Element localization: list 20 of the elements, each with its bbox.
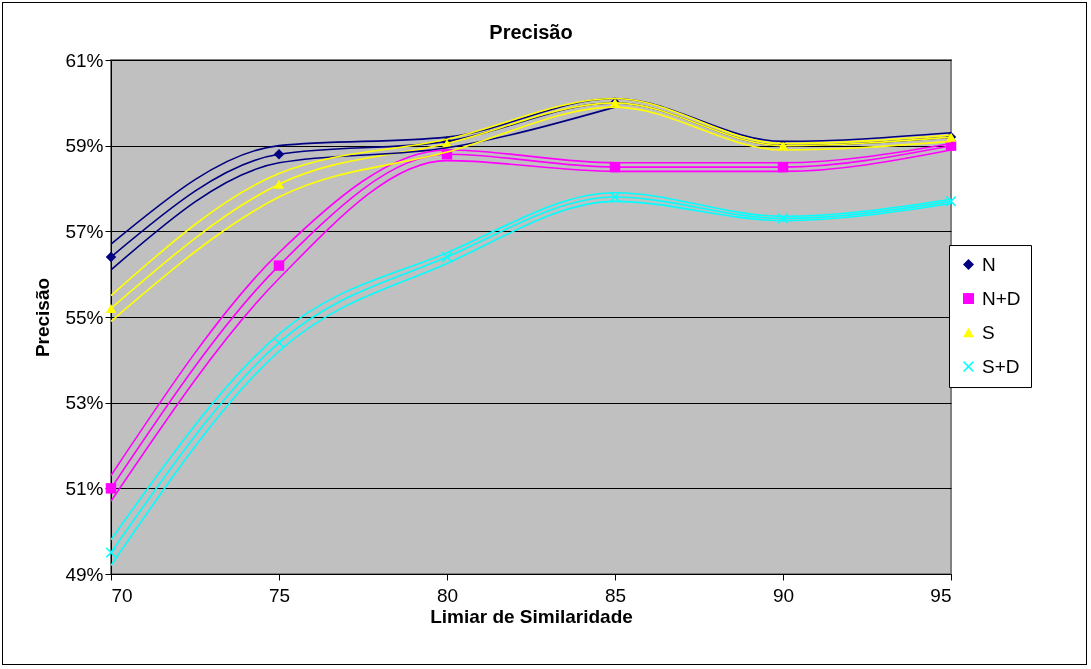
x-tick-label: 85 [604, 584, 627, 606]
x-axis-title: Limiar de Similaridade [430, 605, 633, 627]
x-tick-label: 90 [772, 584, 795, 606]
legend-label: N+D [982, 287, 1021, 309]
y-tick-label: 49% [65, 563, 104, 585]
x-tick-label: 75 [268, 584, 291, 606]
x-tick-label: 95 [930, 584, 952, 606]
x-tick-label: 80 [436, 584, 459, 606]
y-tick-label: 61% [65, 49, 104, 71]
y-axis-title: Precisão [32, 277, 54, 358]
y-tick-label: 51% [65, 477, 104, 499]
legend-label: S+D [982, 355, 1020, 377]
y-tick-label: 53% [65, 392, 104, 414]
x-tick-label: 70 [111, 584, 133, 606]
y-tick-label: 57% [65, 220, 104, 242]
legend-label: N [982, 253, 996, 275]
legend-label: S [982, 321, 995, 343]
chart-title: Precisão [489, 21, 573, 43]
y-tick-label: 55% [65, 306, 104, 328]
y-tick-label: 59% [65, 135, 104, 157]
